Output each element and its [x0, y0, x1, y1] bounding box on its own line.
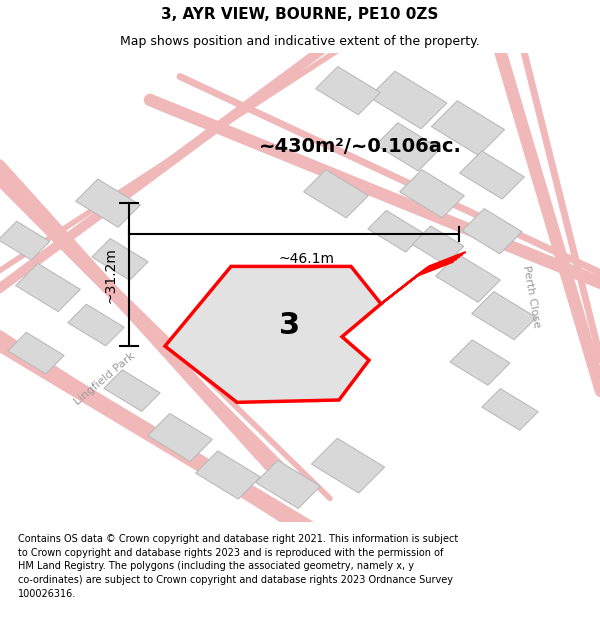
- Polygon shape: [462, 209, 522, 254]
- Text: ~46.1m: ~46.1m: [278, 253, 334, 266]
- Polygon shape: [369, 71, 447, 129]
- Polygon shape: [104, 370, 160, 411]
- Polygon shape: [376, 122, 440, 171]
- Polygon shape: [0, 221, 50, 260]
- Polygon shape: [431, 101, 505, 156]
- Polygon shape: [76, 179, 140, 227]
- Polygon shape: [256, 460, 320, 509]
- Polygon shape: [196, 451, 260, 499]
- Polygon shape: [92, 239, 148, 280]
- Polygon shape: [8, 332, 64, 374]
- Polygon shape: [400, 169, 464, 218]
- Polygon shape: [412, 226, 464, 264]
- Polygon shape: [148, 413, 212, 462]
- Polygon shape: [165, 266, 381, 402]
- Polygon shape: [436, 254, 500, 302]
- Polygon shape: [304, 169, 368, 218]
- Polygon shape: [482, 389, 538, 430]
- Polygon shape: [450, 340, 510, 385]
- Polygon shape: [16, 263, 80, 312]
- Polygon shape: [368, 211, 424, 252]
- Polygon shape: [460, 151, 524, 199]
- Polygon shape: [311, 438, 385, 493]
- Text: ~430m²/~0.106ac.: ~430m²/~0.106ac.: [259, 138, 461, 156]
- Text: Contains OS data © Crown copyright and database right 2021. This information is : Contains OS data © Crown copyright and d…: [18, 534, 458, 599]
- Text: 3, AYR VIEW, BOURNE, PE10 0ZS: 3, AYR VIEW, BOURNE, PE10 0ZS: [161, 8, 439, 22]
- Text: Map shows position and indicative extent of the property.: Map shows position and indicative extent…: [120, 35, 480, 48]
- Text: ~31.2m: ~31.2m: [104, 247, 118, 302]
- Text: Lingfield Park: Lingfield Park: [73, 351, 137, 407]
- Text: 3: 3: [280, 311, 301, 341]
- Polygon shape: [316, 66, 380, 115]
- Text: Perth Close: Perth Close: [521, 265, 541, 329]
- Polygon shape: [68, 304, 124, 346]
- Polygon shape: [472, 291, 536, 340]
